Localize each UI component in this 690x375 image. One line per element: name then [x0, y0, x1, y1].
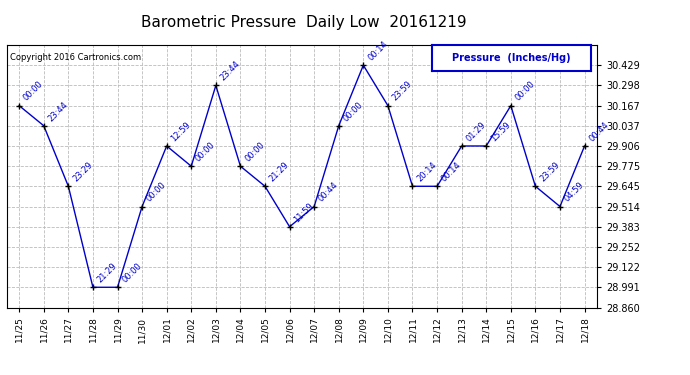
Text: 00:14: 00:14	[366, 39, 389, 63]
Text: 21:29: 21:29	[96, 261, 119, 285]
Text: 23:59: 23:59	[538, 160, 562, 183]
Text: 00:00: 00:00	[145, 181, 168, 204]
Text: 00:44: 00:44	[587, 120, 611, 143]
Text: 15:59: 15:59	[489, 120, 512, 143]
Text: 01:29: 01:29	[464, 120, 488, 143]
Text: 00:14: 00:14	[440, 160, 463, 183]
Text: Barometric Pressure  Daily Low  20161219: Barometric Pressure Daily Low 20161219	[141, 15, 466, 30]
Text: 04:59: 04:59	[563, 181, 586, 204]
Text: 00:00: 00:00	[22, 80, 45, 103]
Text: 23:29: 23:29	[71, 160, 95, 183]
Text: 11:59: 11:59	[293, 201, 315, 224]
Text: 00:00: 00:00	[194, 140, 217, 164]
Text: 00:44: 00:44	[317, 181, 340, 204]
Text: 23:44: 23:44	[46, 100, 70, 123]
Text: 12:59: 12:59	[170, 120, 193, 143]
Text: 00:00: 00:00	[243, 140, 266, 164]
Text: 23:59: 23:59	[391, 80, 414, 103]
Text: 00:00: 00:00	[120, 261, 144, 285]
Text: 00:00: 00:00	[342, 100, 365, 123]
Text: 20:14: 20:14	[415, 160, 438, 183]
Text: 23:44: 23:44	[219, 59, 242, 82]
Text: 21:29: 21:29	[268, 160, 291, 183]
Text: 00:00: 00:00	[513, 80, 537, 103]
Text: Copyright 2016 Cartronics.com: Copyright 2016 Cartronics.com	[10, 53, 141, 62]
